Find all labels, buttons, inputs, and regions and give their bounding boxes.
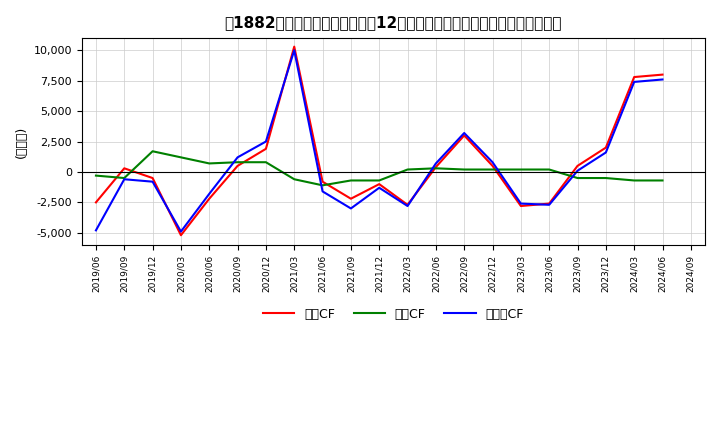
投資CF (148, 149, 157, 154)
Line: フリーCF: フリーCF (96, 50, 662, 231)
営業CF (346, 196, 355, 202)
フリーCF (545, 202, 554, 207)
フリーCF (488, 160, 497, 165)
投資CF (91, 173, 100, 178)
投資CF (460, 167, 469, 172)
Legend: 営業CF, 投資CF, フリーCF: 営業CF, 投資CF, フリーCF (258, 303, 529, 326)
投資CF (403, 167, 412, 172)
フリーCF (403, 203, 412, 209)
フリーCF (148, 179, 157, 184)
フリーCF (460, 130, 469, 136)
営業CF (488, 163, 497, 169)
投資CF (318, 183, 327, 188)
営業CF (658, 72, 667, 77)
営業CF (375, 181, 384, 187)
フリーCF (120, 176, 129, 182)
フリーCF (290, 48, 299, 53)
営業CF (318, 179, 327, 184)
投資CF (516, 167, 525, 172)
投資CF (261, 160, 270, 165)
営業CF (545, 201, 554, 206)
投資CF (375, 178, 384, 183)
フリーCF (318, 189, 327, 194)
営業CF (516, 203, 525, 209)
営業CF (460, 133, 469, 138)
営業CF (120, 166, 129, 171)
フリーCF (233, 155, 242, 160)
営業CF (176, 233, 185, 238)
Y-axis label: (百万円): (百万円) (15, 125, 28, 158)
投資CF (601, 176, 610, 181)
投資CF (205, 161, 214, 166)
投資CF (431, 166, 440, 171)
営業CF (403, 202, 412, 207)
投資CF (545, 167, 554, 172)
営業CF (233, 163, 242, 169)
営業CF (431, 165, 440, 170)
フリーCF (573, 168, 582, 173)
フリーCF (630, 79, 639, 84)
営業CF (630, 74, 639, 80)
フリーCF (261, 139, 270, 144)
営業CF (601, 145, 610, 150)
フリーCF (205, 191, 214, 197)
フリーCF (176, 229, 185, 234)
投資CF (658, 178, 667, 183)
投資CF (573, 176, 582, 181)
営業CF (290, 44, 299, 49)
フリーCF (346, 206, 355, 211)
Title: 【1882】　キャッシュフローの12か月移動合計の対前年同期増減額の推移: 【1882】 キャッシュフローの12か月移動合計の対前年同期増減額の推移 (225, 15, 562, 30)
フリーCF (658, 77, 667, 82)
営業CF (148, 176, 157, 181)
投資CF (488, 167, 497, 172)
投資CF (346, 178, 355, 183)
投資CF (120, 176, 129, 181)
Line: 営業CF: 営業CF (96, 47, 662, 235)
営業CF (91, 200, 100, 205)
営業CF (205, 196, 214, 202)
投資CF (176, 155, 185, 160)
投資CF (290, 176, 299, 182)
Line: 投資CF: 投資CF (96, 151, 662, 185)
フリーCF (601, 150, 610, 155)
投資CF (630, 178, 639, 183)
フリーCF (375, 185, 384, 191)
投資CF (233, 160, 242, 165)
営業CF (573, 163, 582, 169)
フリーCF (516, 201, 525, 206)
フリーCF (91, 228, 100, 233)
フリーCF (431, 161, 440, 166)
営業CF (261, 146, 270, 151)
